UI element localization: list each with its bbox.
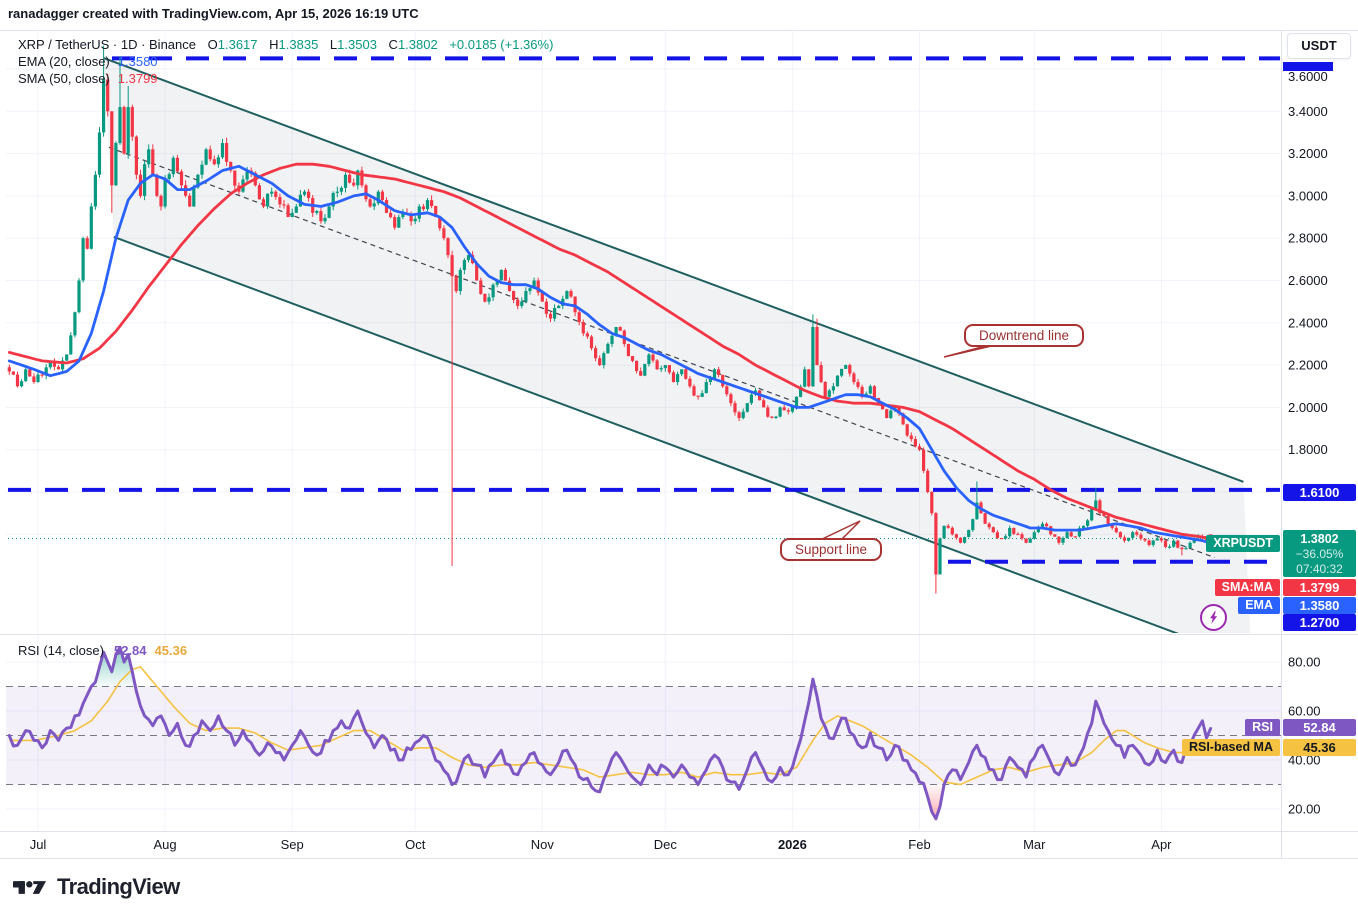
sma-legend-value: 1.3799 — [117, 71, 158, 86]
rsi-tag: RSI — [1245, 719, 1280, 736]
svg-text:20.00: 20.00 — [1288, 802, 1321, 817]
rsi-legend-value: 52.84 — [113, 643, 147, 658]
attribution-text: ranadagger created with TradingView.com,… — [8, 6, 419, 21]
svg-text:Jul: Jul — [30, 837, 47, 852]
rsi-ma-legend-value: 45.36 — [154, 643, 188, 658]
ohlc-low-value: 1.3503 — [337, 37, 377, 52]
ohlc-close-value: 1.3802 — [397, 37, 438, 52]
ohlc-low-key: L — [329, 37, 338, 52]
price-axis[interactable] — [1282, 30, 1358, 831]
svg-text:3.0000: 3.0000 — [1288, 188, 1328, 203]
svg-text:2026: 2026 — [778, 837, 807, 852]
time-axis[interactable] — [0, 832, 1281, 858]
ohlc-high-value: 1.3835 — [278, 37, 319, 52]
svg-text:2.4000: 2.4000 — [1288, 315, 1328, 330]
rsi-legend-label: RSI (14, close) — [18, 643, 104, 658]
tradingview-logo-text: TradingView — [57, 874, 180, 899]
ema-tag: EMA — [1238, 597, 1280, 614]
sma-legend-label: SMA (50, close) — [18, 71, 110, 86]
rsi-ma-value-label: 45.36 — [1283, 739, 1356, 756]
svg-text:Nov: Nov — [531, 837, 555, 852]
svg-text:Sep: Sep — [281, 837, 304, 852]
change-value: +0.0185 (+1.36%) — [449, 37, 554, 52]
svg-text:Oct: Oct — [405, 837, 426, 852]
ohlc-open-value: 1.3617 — [217, 37, 258, 52]
svg-text:Dec: Dec — [654, 837, 678, 852]
downtrend-line-callout[interactable]: Downtrend line — [964, 324, 1085, 347]
bar-countdown: 07:40:32 — [1296, 562, 1343, 576]
rsi-legend-row[interactable]: RSI (14, close) 52.84 45.36 — [18, 643, 187, 658]
last-price-change: −36.05% — [1295, 547, 1344, 561]
svg-text:60.00: 60.00 — [1288, 704, 1321, 719]
flash-reaction-button[interactable] — [1200, 604, 1227, 631]
svg-text:40.00: 40.00 — [1288, 753, 1321, 768]
svg-text:3.6000: 3.6000 — [1288, 69, 1328, 84]
sma-legend-row[interactable]: SMA (50, close) 1.3799 — [18, 71, 158, 86]
rsi-ma-tag: RSI-based MA — [1181, 739, 1280, 756]
resistance-mid-price-label: 1.6100 — [1283, 484, 1356, 501]
svg-text:3.2000: 3.2000 — [1288, 146, 1328, 161]
svg-text:Feb: Feb — [908, 837, 930, 852]
ema-legend-row[interactable]: EMA (20, close) 1.3580 — [18, 54, 158, 69]
ema-price-label: 1.3580 — [1283, 597, 1356, 614]
svg-text:2.2000: 2.2000 — [1288, 358, 1328, 373]
currency-toggle-button[interactable]: USDT — [1287, 33, 1351, 59]
svg-text:80.00: 80.00 — [1288, 655, 1321, 670]
svg-text:Mar: Mar — [1023, 837, 1046, 852]
last-price-label: 1.3802 −36.05% 07:40:32 — [1283, 530, 1356, 577]
support-line-callout[interactable]: Support line — [780, 538, 883, 561]
symbol-tag: XRPUSDT — [1206, 535, 1280, 552]
svg-text:2.6000: 2.6000 — [1288, 273, 1328, 288]
tradingview-logo[interactable]: TradingView — [13, 874, 180, 900]
ohlc-high-key: H — [269, 37, 279, 52]
ema-legend-label: EMA (20, close) — [18, 54, 110, 69]
symbol-legend-row[interactable]: XRP / TetherUS · 1D · Binance O1.3617 H1… — [18, 37, 553, 52]
symbol-title[interactable]: XRP / TetherUS · 1D · Binance — [18, 37, 196, 52]
svg-text:2.8000: 2.8000 — [1288, 231, 1328, 246]
last-price-value: 1.3802 — [1300, 532, 1339, 546]
ema-legend-value: 1.3580 — [117, 54, 158, 69]
resistance-level-bar — [1283, 62, 1333, 71]
support-low-price-label: 1.2700 — [1283, 614, 1356, 631]
rsi-value-label: 52.84 — [1283, 719, 1356, 736]
svg-text:2.0000: 2.0000 — [1288, 400, 1328, 415]
svg-text:3.4000: 3.4000 — [1288, 104, 1328, 119]
sma-tag: SMA:MA — [1214, 579, 1280, 596]
svg-text:Apr: Apr — [1151, 837, 1172, 852]
sma-price-label: 1.3799 — [1283, 579, 1356, 596]
tradingview-logo-icon — [13, 880, 47, 894]
ohlc-close-key: C — [388, 37, 398, 52]
ohlc-open-key: O — [207, 37, 218, 52]
lightning-icon — [1210, 611, 1218, 624]
svg-text:1.8000: 1.8000 — [1288, 442, 1328, 457]
svg-text:Aug: Aug — [154, 837, 177, 852]
